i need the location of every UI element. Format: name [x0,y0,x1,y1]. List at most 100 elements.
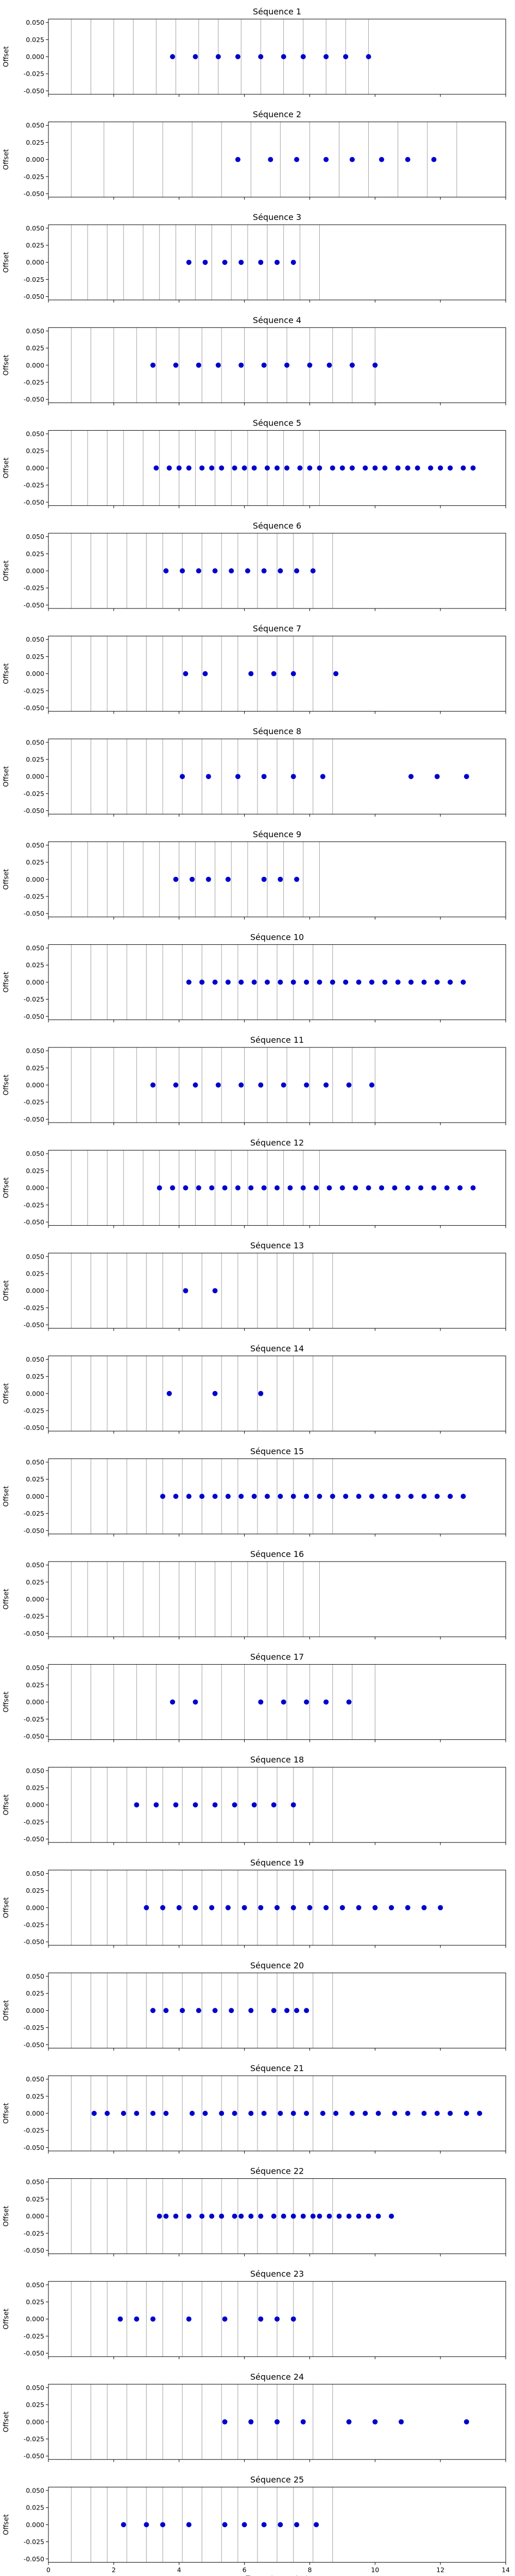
data-point [346,1699,352,1705]
subplot-22: Séquence 22 -0.050 -0.025 0.000 0.025 0.050 Of… [2,2166,506,2257]
data-point [193,1802,198,1808]
y-tick-label: 0.000 [26,567,44,575]
y-tick-label: 0.050 [26,1150,44,1158]
data-point [320,2111,325,2116]
y-tick-label: -0.050 [24,2144,44,2151]
y-tick-label: -0.025 [24,1818,44,1826]
y-tick-label: 0.025 [26,1784,44,1792]
subplot-title: Séquence 22 [250,2166,304,2176]
data-point [415,465,420,471]
y-tick-label: 0.000 [26,2212,44,2220]
y-tick-label: -0.025 [24,790,44,798]
y-tick-label: -0.025 [24,1613,44,1620]
data-point [173,362,179,368]
subplot-7: Séquence 7 -0.050 -0.025 0.000 0.025 0.050 Off… [2,624,506,714]
subplot-title: Séquence 10 [250,932,304,942]
data-point [229,568,234,573]
y-tick-label: 0.025 [26,1681,44,1689]
y-tick-label: 0.000 [26,259,44,266]
y-tick-label: -0.025 [24,1510,44,1517]
data-point [199,465,205,471]
data-point [258,1391,264,1396]
data-point [173,2213,179,2219]
data-point [343,54,349,59]
data-point [173,1082,179,1088]
y-axis-label: Offset [2,355,10,376]
data-point [166,465,172,471]
y-axis-label: Offset [2,2412,10,2433]
data-point [278,979,283,985]
y-axis-label: Offset [2,1691,10,1713]
data-point [418,1185,424,1191]
y-tick-label: 0.000 [26,2418,44,2426]
y-tick-label: 0.000 [26,464,44,472]
data-point [405,465,410,471]
data-point [150,2316,156,2322]
y-tick-label: 0.050 [26,1252,44,1260]
data-point [251,1802,257,1808]
data-point [219,465,225,471]
data-point [405,1905,410,1910]
data-point [372,1905,378,1910]
y-tick-label: -0.025 [24,173,44,180]
y-tick-label: 0.025 [26,2092,44,2100]
y-tick-label: -0.050 [24,1424,44,1432]
data-point [460,979,466,985]
y-tick-label: 0.000 [26,1184,44,1192]
data-point [258,1699,264,1705]
data-point [222,2522,228,2528]
data-point [268,157,273,162]
data-point [153,465,159,471]
y-tick-label: -0.025 [24,892,44,900]
data-point [290,2111,296,2116]
data-point [327,362,332,368]
y-axis-label: Offset [2,1075,10,1096]
data-point [372,2419,378,2425]
data-point [434,979,440,985]
data-point [186,2316,192,2322]
subplot-17: Séquence 17 -0.050 -0.025 0.000 0.025 0.050 Of… [2,1652,506,1742]
data-point [205,876,211,882]
y-tick-label: -0.050 [24,1732,44,1740]
data-point [196,362,201,368]
data-point [408,979,414,985]
data-point [212,979,218,985]
data-point [284,362,290,368]
data-point [304,2111,310,2116]
y-axis-label: Offset [2,1897,10,1919]
data-point [186,1494,192,1499]
y-axis-label: Offset [2,561,10,582]
data-point [310,2213,316,2219]
data-point [170,1185,176,1191]
x-tick-label: 2 [112,2566,116,2573]
data-point [372,362,378,368]
data-point [150,1082,156,1088]
data-point [310,568,316,573]
y-tick-label: 0.050 [26,2384,44,2392]
data-point [225,1494,231,1499]
data-point [304,1494,310,1499]
y-tick-label: -0.025 [24,995,44,1003]
data-point [190,876,195,882]
data-point [477,2111,483,2116]
y-tick-label: 0.050 [26,122,44,129]
y-tick-label: -0.050 [24,498,44,506]
y-tick-label: 0.050 [26,224,44,232]
data-point [290,1802,296,1808]
data-point [121,2522,126,2528]
y-axis-label: Offset [2,1280,10,1301]
data-point [323,1905,329,1910]
subplot-title: Séquence 21 [250,2063,304,2073]
data-point [153,1802,159,1808]
data-point [290,1494,296,1499]
data-point [160,1494,165,1499]
subplot-25: Séquence 25 -0.050 -0.025 0.000 0.025 0.050 Of… [2,2475,510,2576]
data-point [448,2111,453,2116]
y-tick-label: 0.025 [26,2298,44,2306]
data-point [317,979,322,985]
y-tick-label: -0.025 [24,1304,44,1312]
data-point [186,2213,192,2219]
y-axis-label: Offset [2,2103,10,2124]
data-point [180,774,185,779]
y-tick-label: -0.025 [24,1406,44,1414]
